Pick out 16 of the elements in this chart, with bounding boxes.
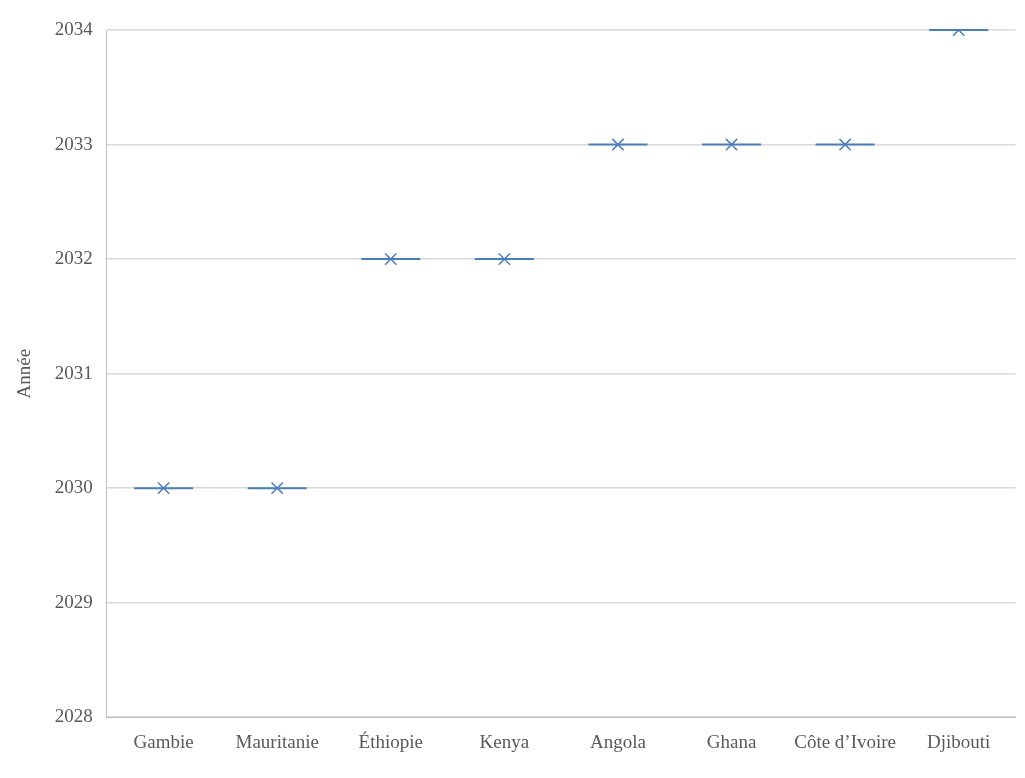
x-tick-label: Ghana bbox=[706, 730, 757, 752]
y-tick-label: 2029 bbox=[54, 590, 93, 612]
y-tick-label: 2030 bbox=[54, 476, 93, 498]
x-tick-label: Angola bbox=[589, 730, 647, 752]
x-tick-label: Côte d’Ivoire bbox=[794, 730, 897, 752]
x-tick-label: Gambie bbox=[133, 730, 194, 752]
y-tick-label: 2028 bbox=[54, 705, 93, 727]
y-tick-label: 2032 bbox=[54, 247, 93, 269]
y-tick-label: 2034 bbox=[54, 17, 94, 39]
x-tick-label: Éthiopie bbox=[358, 730, 423, 752]
y-tick-label: 2033 bbox=[54, 132, 93, 154]
y-axis-title: Année bbox=[13, 348, 35, 399]
x-tick-label: Kenya bbox=[479, 730, 530, 752]
x-tick-label: Mauritanie bbox=[235, 730, 319, 752]
y-tick-label: 2031 bbox=[54, 361, 93, 383]
x-tick-label: Djibouti bbox=[927, 730, 991, 752]
